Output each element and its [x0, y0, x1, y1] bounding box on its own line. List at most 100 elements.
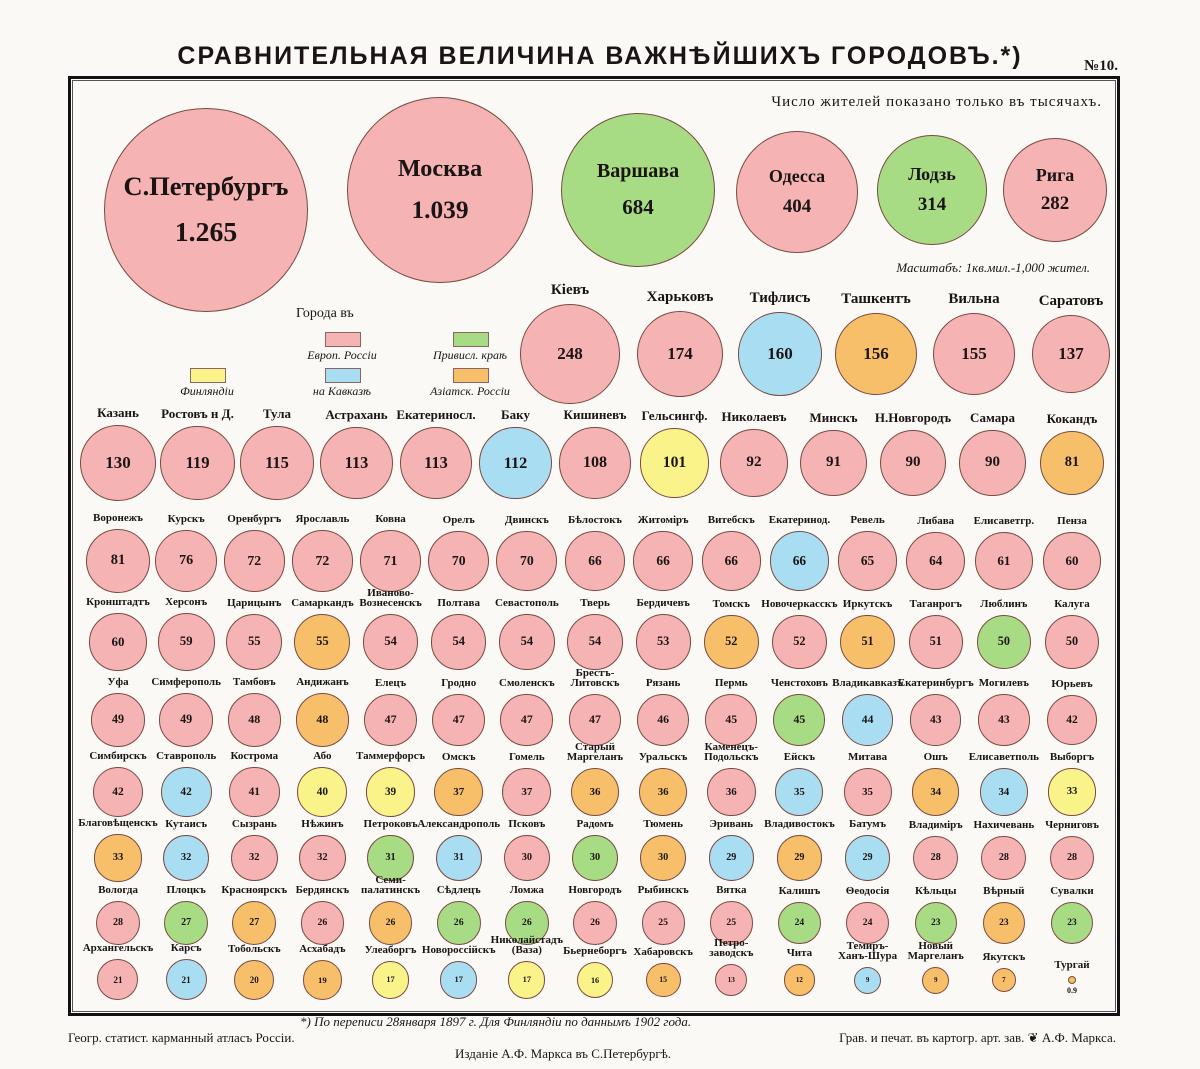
city-value: 51: [861, 634, 874, 649]
city-bubble: 90: [879, 429, 947, 497]
city-name: Тифлисъ: [749, 290, 811, 307]
city-bubble: 155: [932, 312, 1016, 396]
city-bubble: 25: [641, 901, 685, 945]
city-name: Тамбовъ: [232, 676, 276, 689]
city-value: 52: [793, 634, 806, 649]
city-name: Самара: [970, 409, 1015, 425]
city-bubble: 51: [840, 614, 895, 670]
city-bubble: 55: [294, 614, 351, 670]
city-name: Вятка: [716, 884, 747, 897]
city-name: Елисаветполь: [968, 751, 1039, 764]
city-value: 41: [248, 785, 260, 798]
city-bubble: 47: [568, 693, 622, 747]
city-value: 31: [453, 852, 464, 864]
city-value: 45: [725, 713, 738, 727]
city-value: 42: [112, 785, 124, 798]
city-bubble: 174: [636, 310, 724, 398]
city-bubble: 49: [159, 693, 213, 747]
city-name: Елисаветгр.: [973, 515, 1035, 528]
city-value: 28: [998, 852, 1009, 864]
city-name: Чита: [786, 947, 813, 960]
city-bubble: Москва 1.039: [347, 97, 533, 283]
city-bubble: Лодзь 314: [877, 135, 987, 245]
city-name: Плоцкъ: [166, 883, 206, 896]
city-bubble: 66: [633, 531, 693, 591]
city-bubble: 25: [709, 901, 753, 945]
city-name: Варшава: [596, 160, 680, 183]
city-name: Карсъ: [170, 942, 202, 955]
city-bubble: 48: [227, 693, 281, 747]
city-value: 314: [917, 193, 947, 215]
city-bubble: 50: [1044, 614, 1100, 670]
city-name: Юрьевъ: [1051, 677, 1093, 690]
city-bubble: 54: [567, 614, 623, 670]
city-bubble: 37: [434, 767, 484, 817]
city-bubble: 115: [240, 426, 314, 500]
city-bubble: 60: [1043, 532, 1101, 590]
city-name: Казань: [97, 404, 139, 420]
city-value: 23: [1067, 917, 1077, 928]
city-value: 50: [997, 634, 1010, 649]
city-value: 24: [794, 917, 805, 929]
city-bubble: 30: [640, 835, 686, 881]
city-value: 43: [929, 713, 942, 726]
city-name: Одесса: [768, 165, 826, 186]
city-name: Орелъ: [442, 513, 475, 526]
city-bubble: 66: [565, 531, 625, 591]
city-value: 29: [794, 852, 805, 864]
city-bubble: 23: [1050, 901, 1094, 945]
city-value: 20: [249, 974, 259, 985]
city-name: Ченстоховъ: [770, 676, 828, 689]
city-value: 27: [181, 917, 192, 929]
city-name: Воронежъ: [93, 511, 143, 524]
city-bubble: 70: [496, 530, 558, 592]
city-bubble: 0.9: [1067, 975, 1077, 995]
city-bubble: 61: [974, 532, 1033, 590]
city-value: 59: [179, 634, 193, 649]
city-name: Сызрань: [231, 817, 277, 830]
city-value: 25: [726, 917, 737, 929]
city-value: 13: [727, 975, 735, 985]
city-name: Тверь: [580, 597, 610, 610]
city-name: Н.Новгородъ: [874, 409, 952, 425]
city-name: Черниговъ: [1045, 818, 1099, 831]
city-bubble: 32: [162, 834, 210, 882]
city-bubble: 31: [435, 834, 482, 882]
city-name: Двинскъ: [504, 513, 549, 526]
city-value: 34: [998, 785, 1010, 798]
city-value: 42: [1066, 713, 1078, 726]
city-name: Калишъ: [778, 884, 821, 897]
city-bubble: 43: [910, 694, 962, 746]
city-name: Нѣжинъ: [301, 817, 344, 830]
city-value: 1.039: [411, 196, 469, 225]
city-value: 36: [725, 785, 737, 798]
city-bubble: 36: [570, 767, 620, 817]
city-bubble: 45: [705, 693, 758, 747]
city-bubble: 156: [834, 312, 918, 396]
city-value: 35: [794, 785, 805, 798]
city-name: Бьернеборгъ: [563, 945, 627, 957]
city-name: Владивостокъ: [764, 818, 835, 831]
city-bubble: 72: [291, 530, 354, 592]
legend-label-k: на Кавказѣ: [312, 384, 372, 398]
city-bubble: Рига 282: [1002, 137, 1108, 243]
city-value: 66: [588, 552, 602, 568]
city-bubble: 108: [559, 427, 631, 499]
city-bubble: 26: [300, 901, 345, 945]
city-value: 30: [657, 852, 669, 864]
city-name: Екатериносл.: [396, 406, 476, 422]
city-value: 65: [860, 552, 875, 568]
scale-note: Масштабъ: 1кв.мил.-1,000 жител.: [896, 260, 1090, 275]
city-value: 70: [520, 552, 534, 568]
city-name: Рига: [1035, 164, 1075, 185]
city-value: 49: [180, 712, 193, 727]
city-value: 137: [1058, 343, 1084, 363]
city-value: 72: [247, 552, 262, 568]
city-value: 130: [105, 452, 131, 472]
city-name: Новый Маргеланъ: [907, 939, 964, 962]
city-name: Кутаисъ: [165, 817, 208, 830]
city-bubble: 33: [94, 834, 142, 882]
city-bubble: 47: [432, 693, 486, 747]
city-name: Сувалки: [1050, 884, 1094, 897]
city-value: 55: [248, 634, 261, 649]
